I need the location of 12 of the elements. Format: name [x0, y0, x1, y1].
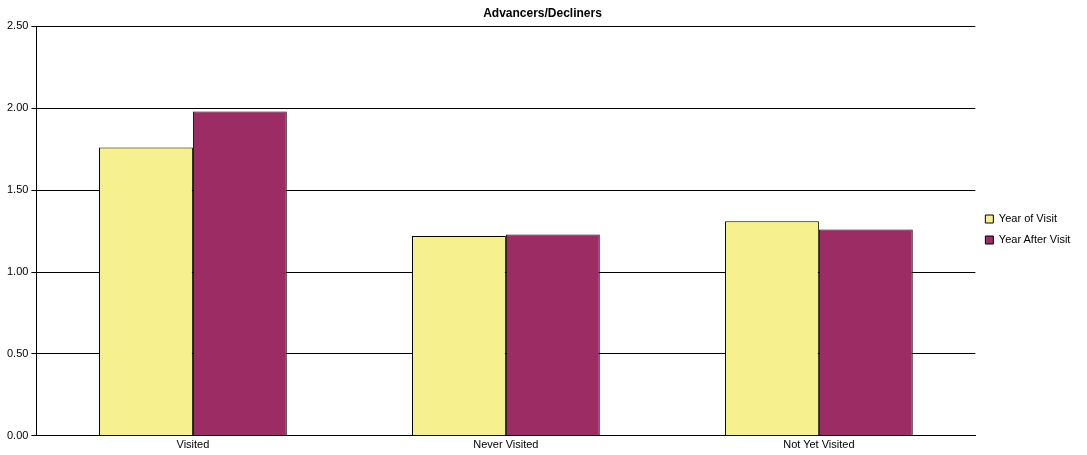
- legend-label: Year of Visit: [998, 212, 1057, 225]
- y-tick-label: 1.50: [6, 183, 29, 196]
- x-tick-label: Never Visited: [473, 438, 539, 451]
- y-tick-label: 0.50: [6, 346, 29, 359]
- x-tick-label: Not Yet Visited: [783, 438, 855, 451]
- y-tick-label: 0.00: [6, 428, 29, 441]
- y-tick-label: 2.50: [6, 19, 29, 32]
- legend-label: Year After Visit: [998, 233, 1071, 246]
- chart-title: Advancers/Decliners: [483, 5, 603, 20]
- y-tick-label: 1.00: [6, 265, 29, 278]
- x-tick-label: Visited: [176, 438, 210, 451]
- y-tick-label: 2.00: [6, 101, 29, 114]
